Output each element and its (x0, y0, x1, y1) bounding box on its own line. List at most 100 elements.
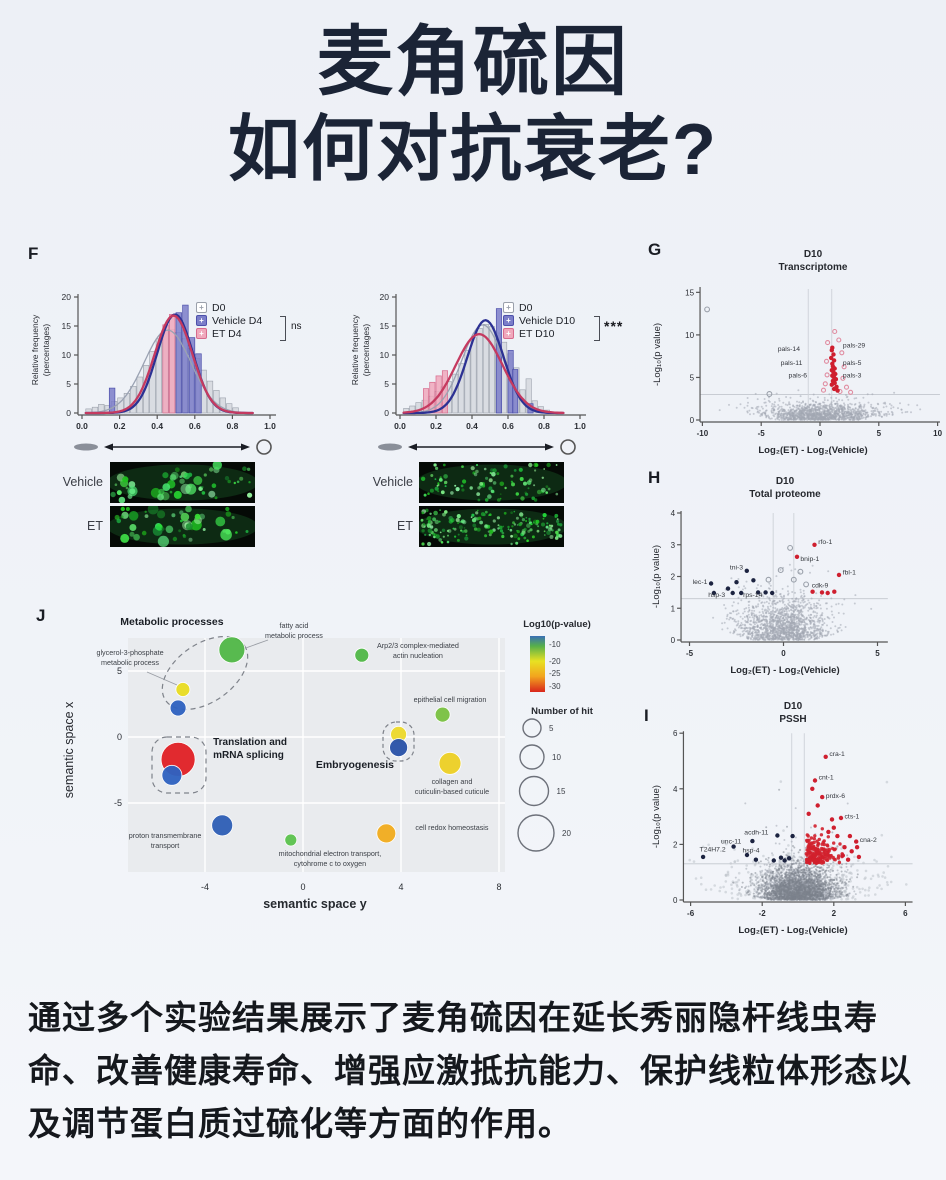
svg-text:10: 10 (62, 350, 72, 360)
legend-label-vehicle: Vehicle D10 (519, 314, 576, 327)
svg-text:Transcriptome: Transcriptome (779, 262, 848, 273)
svg-text:pals-14: pals-14 (778, 346, 801, 353)
legend-row-vehicle: + Vehicle D10 (503, 314, 575, 327)
svg-text:rfo-1: rfo-1 (818, 539, 832, 546)
svg-text:15: 15 (62, 321, 72, 331)
histogram-d4-chart: 0 5 10 15 20 0.0 0.2 0.4 0.6 0.8 1.0 Relative frequ… (28, 288, 318, 463)
svg-text:0: 0 (384, 408, 389, 418)
svg-text:Total proteome: Total proteome (749, 489, 821, 500)
legend-label-d0: D0 (212, 301, 226, 314)
svg-text:pals-5: pals-5 (843, 360, 862, 367)
svg-text:20: 20 (62, 292, 72, 302)
svg-text:1.0: 1.0 (264, 421, 276, 431)
go-bubble-chart: Metabolic processes fatty acid metabolic p… (25, 600, 635, 915)
micrograph-vehicle-d4 (107, 460, 258, 504)
svg-text:0.4: 0.4 (151, 421, 163, 431)
title-line-1: 麦角硫因 (317, 20, 629, 105)
svg-text:Relative frequency: Relative frequency (30, 314, 40, 385)
svg-text:pals-11: pals-11 (781, 360, 803, 367)
svg-text:-Log₁₀(p value): -Log₁₀(p value) (652, 323, 663, 386)
svg-text:(percentages): (percentages) (41, 324, 51, 377)
d0-marker-icon: + (196, 302, 207, 313)
legend-label-et: ET D4 (212, 327, 242, 340)
volcano-transcriptome-chart: 0 5 10 15 -10 -5 0 5 10 pals-14 pals-29 pals-11 pals… (645, 243, 945, 463)
d0-marker-icon: + (503, 302, 514, 313)
svg-text:10: 10 (685, 331, 694, 340)
svg-text:0.8: 0.8 (538, 421, 550, 431)
circularity-axis-icons (20, 438, 630, 456)
svg-text:-5: -5 (758, 429, 766, 438)
svg-text:0.0: 0.0 (76, 421, 88, 431)
svg-text:pals-3: pals-3 (843, 372, 862, 379)
svg-text:0: 0 (781, 649, 786, 658)
panel-label-h: H (648, 468, 661, 487)
svg-text:0.2: 0.2 (114, 421, 126, 431)
legend-row-et: + ET D4 (196, 327, 262, 340)
legend-label-et: ET D10 (519, 327, 555, 340)
svg-text:rps-14: rps-14 (743, 592, 762, 599)
svg-text:1: 1 (671, 604, 676, 613)
legend-row-d0: + D0 (196, 301, 262, 314)
svg-text:fbl-1: fbl-1 (843, 570, 856, 577)
svg-text:5: 5 (66, 379, 71, 389)
legend-label-d0: D0 (519, 301, 533, 314)
svg-text:0.0: 0.0 (394, 421, 406, 431)
svg-text:20: 20 (380, 292, 390, 302)
svg-text:0.4: 0.4 (466, 421, 478, 431)
svg-text:Log₂(ET) - Log₂(Vehicle): Log₂(ET) - Log₂(Vehicle) (730, 665, 839, 676)
svg-text:Log₂(ET) - Log₂(Vehicle): Log₂(ET) - Log₂(Vehicle) (758, 445, 867, 456)
svg-text:0.6: 0.6 (189, 421, 201, 431)
micrograph-vehicle-d10 (416, 462, 567, 503)
legend-row-vehicle: + Vehicle D4 (196, 314, 262, 327)
vehicle-marker-icon: + (196, 315, 207, 326)
histogram-d4-legend: + D0 + Vehicle D4 + ET D4 (196, 301, 262, 340)
svg-text:0.2: 0.2 (430, 421, 442, 431)
micro-row-label: ET (87, 519, 103, 533)
svg-text:3: 3 (671, 541, 676, 550)
svg-text:-5: -5 (686, 649, 694, 658)
histogram-d10-legend: + D0 + Vehicle D10 + ET D10 (503, 301, 575, 340)
svg-text:pals-29: pals-29 (843, 343, 866, 350)
legend-row-d0: + D0 (503, 301, 575, 314)
comparison-bracket (280, 316, 286, 341)
svg-text:(percentages): (percentages) (361, 324, 371, 377)
micro-row-label: ET (397, 519, 413, 533)
svg-text:D10: D10 (804, 249, 823, 260)
svg-text:15: 15 (685, 288, 694, 297)
svg-text:-10: -10 (697, 429, 709, 438)
legend-label-vehicle: Vehicle D4 (212, 314, 263, 327)
summary-caption: 通过多个实验结果展示了麦角硫因在延长秀丽隐杆线虫寿命、改善健康寿命、增强应激抵抗… (28, 999, 912, 1142)
svg-text:lec-1: lec-1 (693, 579, 708, 586)
svg-text:10: 10 (933, 429, 942, 438)
svg-text:4: 4 (671, 509, 676, 518)
volcano-pssh-chart: 0 2 4 6 -6 -2 2 6 T24H7.2 unc-11 acdh-11 hsp-4 cra-1… (645, 695, 945, 943)
title-line-2: 如何对抗衰老? (228, 109, 718, 190)
micrograph-et-d10 (416, 506, 567, 547)
page-title: 麦角硫因 如何对抗衰老? (0, 18, 946, 193)
svg-text:15: 15 (380, 321, 390, 331)
histogram-d10-chart: 0 5 10 15 20 0.0 0.2 0.4 0.6 0.8 1.0 Relative frequ… (348, 288, 638, 463)
svg-text:1.0: 1.0 (574, 421, 586, 431)
svg-text:Relative frequency: Relative frequency (350, 314, 360, 385)
svg-text:bnip-1: bnip-1 (800, 556, 819, 563)
svg-text:0: 0 (818, 429, 823, 438)
significance-stars: *** (604, 318, 624, 334)
micrograph-et-d4 (107, 503, 258, 547)
svg-text:0.8: 0.8 (226, 421, 238, 431)
et-marker-icon: + (196, 328, 207, 339)
panel-label-i: I (644, 706, 649, 725)
svg-text:tni-3: tni-3 (730, 565, 743, 572)
svg-text:hsp-3: hsp-3 (708, 592, 725, 599)
panel-label-g: G (648, 240, 662, 259)
svg-text:0: 0 (671, 636, 676, 645)
svg-text:0.6: 0.6 (502, 421, 514, 431)
svg-text:5: 5 (690, 373, 695, 382)
micro-row-label: Vehicle (372, 475, 413, 489)
svg-text:D10: D10 (776, 476, 795, 487)
svg-text:5: 5 (384, 379, 389, 389)
comparison-bracket (594, 316, 600, 341)
svg-text:5: 5 (875, 649, 880, 658)
svg-text:2: 2 (671, 573, 676, 582)
svg-text:pals-6: pals-6 (789, 372, 808, 379)
